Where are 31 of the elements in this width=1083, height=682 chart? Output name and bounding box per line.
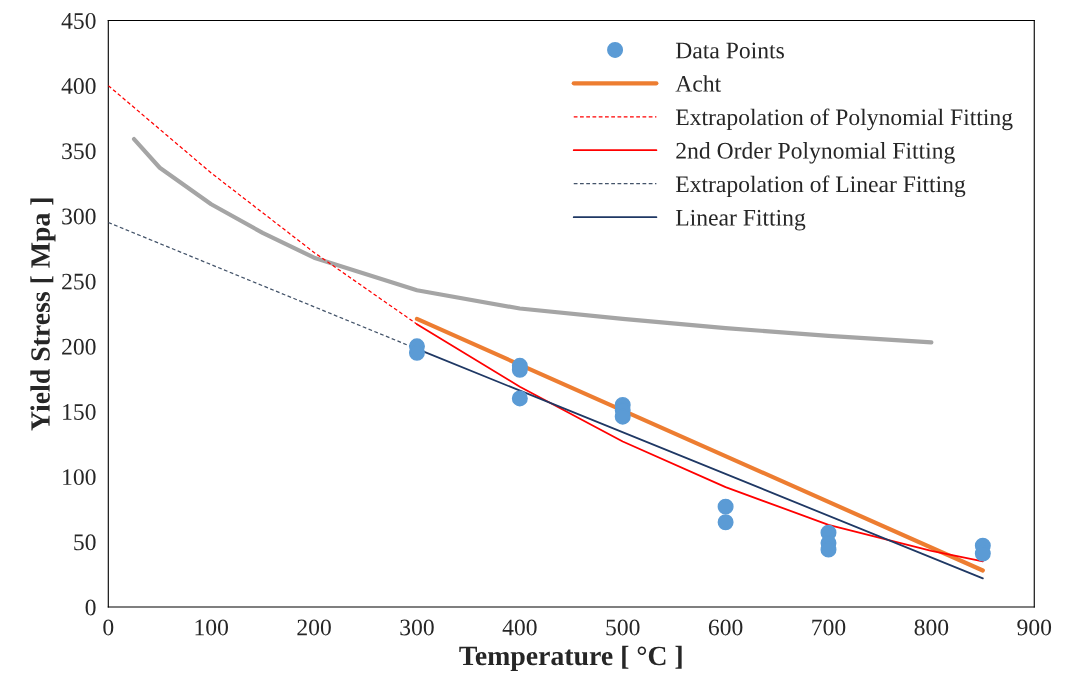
y-tick-label: 400 — [61, 78, 96, 95]
y-tick-label: 100 — [63, 469, 96, 486]
x-tick-label: 100 — [195, 619, 228, 636]
y-axis-title: Yield Stress [ Mpa ] — [30, 198, 56, 431]
x-tick-label: 800 — [914, 619, 949, 636]
y-tick-label: 300 — [62, 208, 96, 225]
x-axis-title: Temperature [ °C ] — [459, 645, 682, 671]
legend-label: Extrapolation of Polynomial Fitting — [675, 108, 1013, 131]
point — [717, 514, 734, 531]
y-tick-label: 200 — [62, 338, 96, 355]
x-tick-label: 600 — [708, 619, 743, 636]
x-tick-label: 900 — [1017, 619, 1052, 636]
x-tick-label: 0 — [103, 619, 114, 636]
legend-label: Acht — [675, 75, 722, 92]
y-tick-label: 350 — [62, 143, 96, 160]
legend-label: Linear Fitting — [675, 209, 806, 231]
x-tick-label: 700 — [812, 619, 846, 636]
y-tick-label: 150 — [63, 403, 96, 420]
y-tick-label: 0 — [85, 599, 96, 616]
legend-label: Extrapolation of Linear Fitting — [675, 175, 966, 198]
y-tick-label: 250 — [62, 273, 96, 290]
point — [717, 498, 734, 515]
y-tick-label: 50 — [74, 534, 96, 551]
x-tick-label: 200 — [297, 619, 331, 636]
y-tick-label: 450 — [61, 12, 96, 29]
x-tick-label: 400 — [502, 619, 537, 636]
x-tick-label: 500 — [606, 619, 640, 636]
legend-label: 2nd Order Polynomial Fitting — [676, 142, 955, 164]
legend-label: Data Points — [675, 42, 784, 59]
point — [511, 390, 528, 407]
x-tick-label: 300 — [400, 619, 434, 636]
